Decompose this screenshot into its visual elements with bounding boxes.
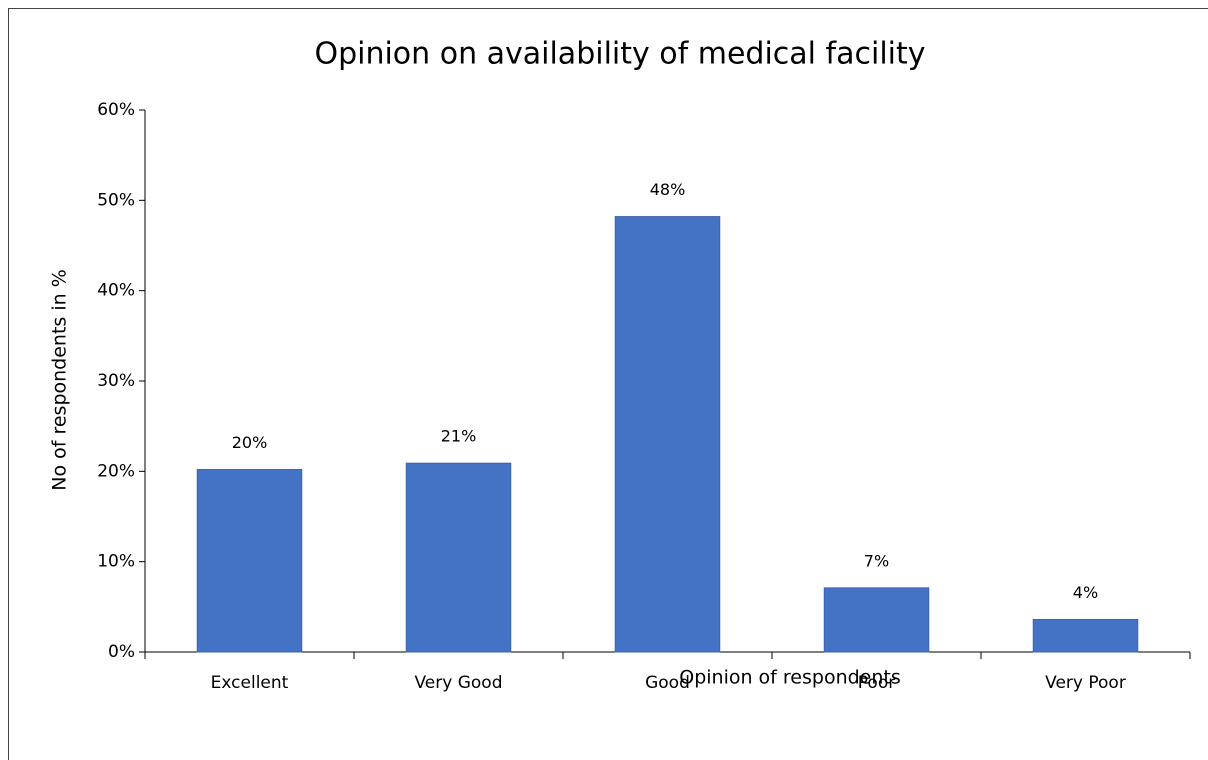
x-tick-label: Good	[645, 673, 690, 693]
y-tick-label: 20%	[97, 461, 135, 481]
data-label: 7%	[864, 551, 889, 570]
data-label: 20%	[232, 433, 268, 452]
x-tick-label: Very Poor	[1045, 673, 1126, 693]
bar	[405, 462, 512, 653]
y-tick-label: 60%	[97, 100, 135, 120]
bar	[823, 587, 930, 653]
chart-title: Opinion on availability of medical facil…	[314, 37, 925, 72]
y-axis-title: No of respondents in %	[49, 269, 71, 491]
bar	[196, 469, 303, 653]
y-tick-label: 50%	[97, 190, 135, 210]
y-tick-label: 0%	[108, 642, 135, 662]
x-tick-label: Poor	[858, 673, 895, 693]
x-tick-label: Very Good	[415, 673, 503, 693]
data-label: 48%	[650, 180, 686, 199]
chart-border	[8, 8, 1208, 760]
y-tick-label: 10%	[97, 552, 135, 572]
x-tick-label: Excellent	[211, 673, 289, 693]
bar	[1032, 618, 1139, 653]
y-tick-label: 30%	[97, 371, 135, 391]
data-label: 4%	[1073, 583, 1098, 602]
bar	[614, 216, 721, 653]
y-tick-label: 40%	[97, 281, 135, 301]
data-label: 21%	[441, 427, 477, 446]
x-axis-title: Opinion of respondents	[679, 667, 901, 689]
